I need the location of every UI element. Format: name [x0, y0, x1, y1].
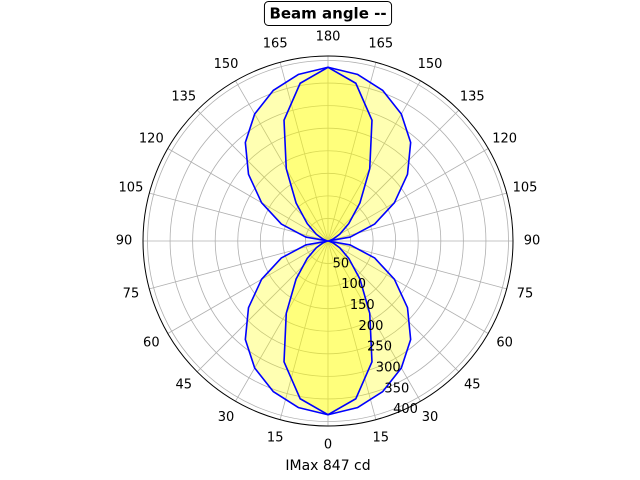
theta-tick-label: 15 — [267, 431, 284, 446]
x-axis-label: IMax 847 cd — [285, 458, 370, 474]
grid-spoke — [327, 62, 377, 242]
title-box — [263, 1, 393, 26]
grid-spoke — [327, 109, 460, 242]
theta-tick-label: 165 — [263, 36, 288, 51]
theta-tick-label: 75 — [517, 286, 534, 301]
theta-tick-label: 30 — [422, 410, 439, 425]
theta-tick-label: 150 — [418, 57, 443, 72]
theta-tick-label: 60 — [496, 336, 513, 351]
intensity-curve — [283, 66, 373, 416]
theta-tick-label: 150 — [214, 57, 239, 72]
theta-tick-label: 105 — [119, 181, 144, 196]
polar-frame — [142, 55, 514, 427]
theta-tick-label: 30 — [218, 410, 235, 425]
grid-spoke — [196, 240, 329, 373]
r-tick-label: 300 — [376, 361, 401, 376]
r-tick-label: 250 — [367, 340, 392, 355]
r-tick-label: 350 — [384, 381, 409, 396]
theta-tick-label: 105 — [513, 181, 538, 196]
r-tick-label: 400 — [393, 402, 418, 417]
theta-tick-label: 90 — [116, 234, 133, 249]
theta-tick-label: 60 — [143, 336, 160, 351]
theta-tick-label: 135 — [460, 89, 485, 104]
r-tick-label: 150 — [350, 298, 375, 313]
theta-tick-label: 15 — [373, 431, 390, 446]
grid-spoke — [279, 240, 329, 420]
grid-spoke — [279, 62, 329, 242]
theta-tick-label: 90 — [524, 234, 541, 249]
grid-spoke — [235, 240, 329, 402]
theta-tick-label: 45 — [175, 378, 192, 393]
title-group: Beam angle -- — [263, 1, 393, 26]
grid-spoke — [327, 148, 489, 242]
grid-spoke — [327, 240, 377, 420]
grid-spoke — [327, 240, 460, 373]
r-tick-label: 50 — [333, 256, 350, 271]
theta-tick-label: 120 — [492, 132, 517, 147]
grid-spoke — [327, 240, 421, 402]
theta-tick-label: 75 — [123, 286, 140, 301]
r-tick-label: 200 — [359, 319, 384, 334]
grid-spoke — [167, 148, 329, 242]
theta-tick-label: 0 — [324, 438, 332, 453]
grid-spoke — [235, 80, 329, 242]
theta-tick-label: 180 — [316, 30, 341, 45]
theta-tick-label: 120 — [139, 132, 164, 147]
theta-tick-label: 45 — [464, 378, 481, 393]
chart-title: Beam angle -- — [269, 5, 386, 23]
grid-spoke — [167, 240, 329, 334]
grid-spoke — [327, 80, 421, 242]
theta-tick-label: 165 — [368, 36, 393, 51]
grid-spoke — [327, 240, 489, 334]
grid-spoke — [196, 109, 329, 242]
r-tick-label: 100 — [341, 277, 366, 292]
theta-tick-label: 135 — [171, 89, 196, 104]
